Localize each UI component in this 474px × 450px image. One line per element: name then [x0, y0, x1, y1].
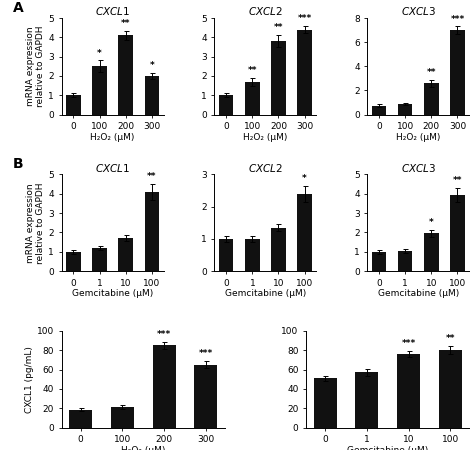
- Bar: [118, 238, 133, 271]
- Text: *: *: [97, 49, 102, 58]
- X-axis label: H₂O₂ (μM): H₂O₂ (μM): [243, 133, 288, 142]
- Bar: [372, 252, 386, 271]
- Title: $\it{CXCL2}$: $\it{CXCL2}$: [248, 162, 283, 174]
- Bar: [398, 251, 412, 271]
- X-axis label: H₂O₂ (μM): H₂O₂ (μM): [396, 133, 440, 142]
- Text: *: *: [429, 218, 434, 227]
- Title: $\it{CXCL1}$: $\it{CXCL1}$: [95, 5, 130, 17]
- Y-axis label: CXCL1 (pg/mL): CXCL1 (pg/mL): [25, 346, 34, 413]
- X-axis label: Gemcitabine (μM): Gemcitabine (μM): [378, 289, 459, 298]
- Bar: [153, 346, 175, 428]
- Text: **: **: [247, 66, 257, 75]
- Text: ***: ***: [298, 14, 312, 23]
- Y-axis label: mRNA expression
relative to GAPDH: mRNA expression relative to GAPDH: [26, 26, 46, 107]
- Bar: [66, 95, 81, 115]
- Text: **: **: [446, 334, 455, 343]
- Text: **: **: [453, 176, 462, 185]
- Bar: [245, 82, 260, 115]
- Text: ***: ***: [157, 330, 171, 339]
- Bar: [111, 407, 134, 427]
- Text: B: B: [13, 157, 23, 171]
- X-axis label: H₂O₂ (μM): H₂O₂ (μM): [121, 446, 165, 450]
- Text: **: **: [147, 172, 156, 181]
- Text: *: *: [302, 174, 307, 183]
- X-axis label: Gemcitabine (μM): Gemcitabine (μM): [347, 446, 428, 450]
- Bar: [245, 239, 260, 271]
- Bar: [356, 373, 378, 427]
- Text: ***: ***: [199, 350, 213, 359]
- Bar: [145, 76, 159, 115]
- Bar: [297, 30, 312, 115]
- Bar: [450, 30, 465, 115]
- Title: $\it{CXCL1}$: $\it{CXCL1}$: [95, 162, 130, 174]
- Bar: [219, 95, 234, 115]
- Bar: [69, 410, 92, 427]
- Bar: [219, 239, 234, 271]
- Bar: [439, 350, 462, 428]
- Text: A: A: [13, 0, 23, 14]
- Text: **: **: [121, 18, 130, 27]
- Bar: [271, 228, 286, 271]
- X-axis label: H₂O₂ (μM): H₂O₂ (μM): [91, 133, 135, 142]
- Bar: [92, 66, 107, 115]
- Bar: [314, 378, 337, 428]
- Bar: [424, 83, 438, 115]
- Bar: [297, 194, 312, 271]
- Bar: [194, 364, 217, 427]
- Text: **: **: [274, 23, 283, 32]
- Bar: [66, 252, 81, 271]
- X-axis label: Gemcitabine (μM): Gemcitabine (μM): [72, 289, 153, 298]
- Text: **: **: [427, 68, 436, 76]
- Title: $\it{CXCL3}$: $\it{CXCL3}$: [401, 5, 436, 17]
- Bar: [398, 104, 412, 115]
- X-axis label: Gemcitabine (μM): Gemcitabine (μM): [225, 289, 306, 298]
- Bar: [145, 192, 159, 271]
- Title: $\it{CXCL3}$: $\it{CXCL3}$: [401, 162, 436, 174]
- Bar: [271, 41, 286, 115]
- Y-axis label: mRNA expression
relative to GAPDH: mRNA expression relative to GAPDH: [26, 182, 46, 264]
- Bar: [118, 36, 133, 115]
- Bar: [92, 248, 107, 271]
- Text: ***: ***: [401, 339, 416, 348]
- Bar: [450, 195, 465, 271]
- Text: *: *: [149, 61, 154, 70]
- Title: $\it{CXCL2}$: $\it{CXCL2}$: [248, 5, 283, 17]
- Bar: [397, 354, 420, 428]
- Text: ***: ***: [450, 14, 465, 23]
- Bar: [424, 234, 438, 271]
- Bar: [372, 106, 386, 115]
